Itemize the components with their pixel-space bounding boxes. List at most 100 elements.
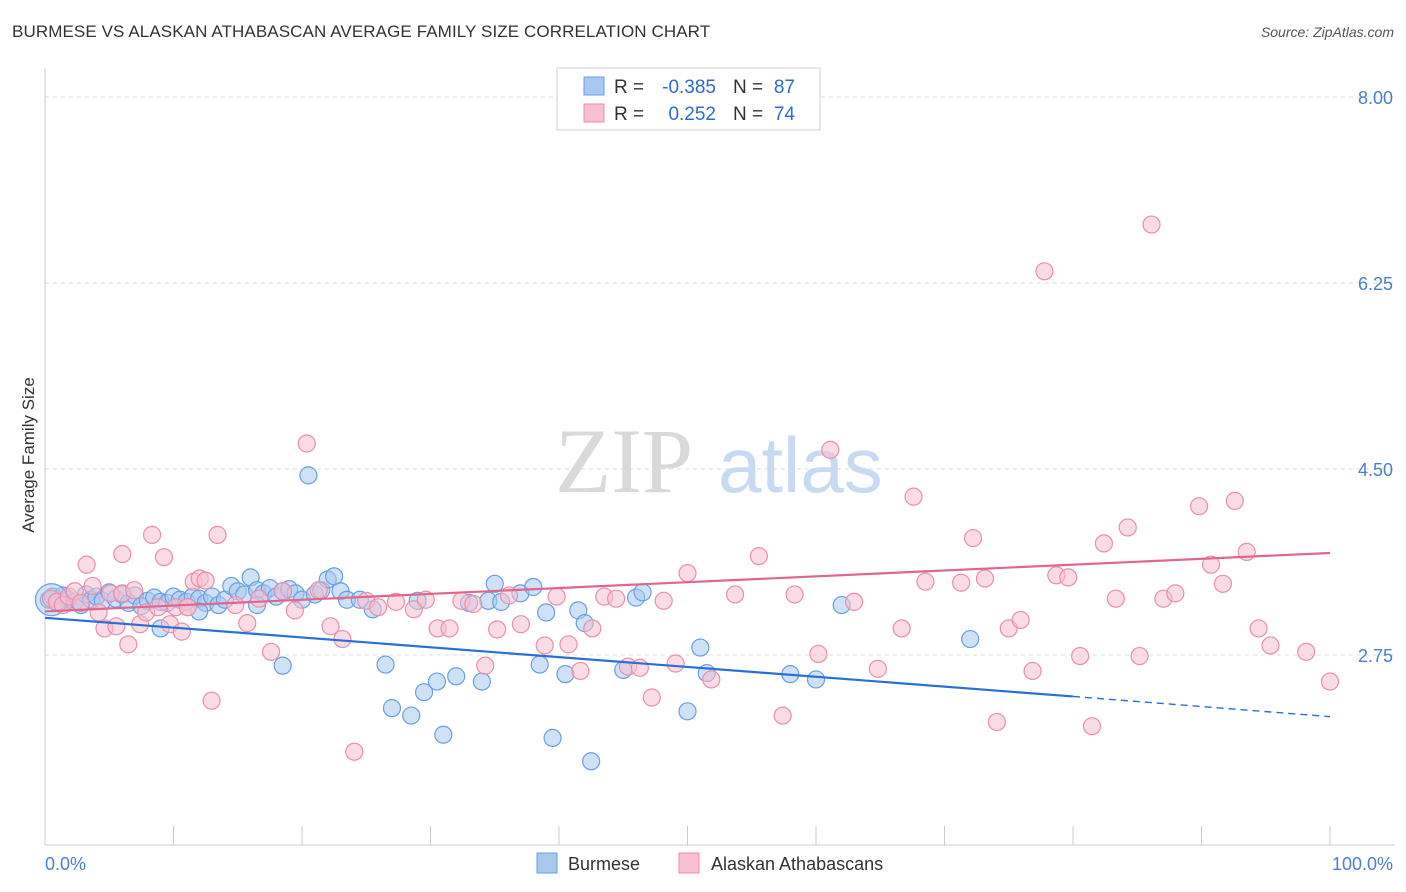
alaskan-point-48 bbox=[464, 594, 483, 614]
alaskan-point-22 bbox=[172, 622, 191, 641]
alaskan-point-39 bbox=[345, 742, 364, 761]
burmese-trend-extension bbox=[1072, 695, 1331, 718]
alaskan-point-80 bbox=[975, 569, 995, 588]
alaskan-point-42 bbox=[386, 592, 406, 611]
burmese-point-59 bbox=[434, 725, 453, 744]
alaskan-point-93 bbox=[1130, 646, 1149, 666]
alaskan-point-59 bbox=[607, 589, 626, 608]
legend-n-label-burmese: N = bbox=[733, 77, 763, 98]
alaskan-point-83 bbox=[1011, 610, 1030, 630]
burmese-point-67 bbox=[524, 577, 543, 597]
burmese-point-58 bbox=[427, 672, 447, 691]
legend-r-value-alaskan: 0.252 bbox=[668, 104, 716, 125]
burmese-point-77 bbox=[633, 583, 652, 602]
alaskan-point-99 bbox=[1213, 574, 1233, 593]
alaskan-point-11 bbox=[107, 617, 126, 636]
alaskan-point-36 bbox=[309, 581, 328, 600]
watermark-zip: ZIP bbox=[555, 410, 693, 512]
alaskan-point-74 bbox=[868, 659, 887, 678]
legend-n-label-alaskan: N = bbox=[733, 104, 763, 125]
top-legend: R = -0.385 N = 87 R = 0.252 N = 74 bbox=[556, 67, 821, 131]
alaskan-point-70 bbox=[785, 585, 804, 604]
alaskan-point-27 bbox=[202, 691, 221, 710]
alaskan-point-92 bbox=[1118, 518, 1137, 537]
burmese-point-55 bbox=[402, 706, 421, 725]
alaskan-point-79 bbox=[963, 528, 983, 548]
burmese-point-68 bbox=[530, 655, 549, 674]
bottom-legend: Burmese Alaskan Athabascans bbox=[536, 852, 883, 874]
x-tick-labels: 0.0% 100.0% bbox=[45, 854, 1393, 874]
alaskan-point-78 bbox=[952, 573, 971, 592]
alaskan-point-29 bbox=[226, 595, 245, 615]
alaskan-point-41 bbox=[369, 598, 388, 617]
chart-title: BURMESE VS ALASKAN ATHABASCAN AVERAGE FA… bbox=[12, 22, 711, 41]
alaskan-point-13 bbox=[119, 635, 138, 654]
y-tick-labels: 2.75 4.50 6.25 8.00 bbox=[1358, 88, 1393, 666]
alaskan-point-107 bbox=[178, 598, 197, 617]
alaskan-point-102 bbox=[1249, 619, 1268, 638]
burmese-point-82 bbox=[806, 670, 826, 689]
burmese-point-74 bbox=[582, 752, 601, 771]
alaskan-point-6 bbox=[77, 555, 96, 574]
axes bbox=[44, 68, 1395, 846]
alaskan-point-72 bbox=[821, 440, 840, 459]
alaskan-point-69 bbox=[773, 706, 792, 725]
burmese-point-84 bbox=[961, 629, 980, 649]
alaskan-point-97 bbox=[1190, 497, 1209, 516]
alaskan-point-73 bbox=[844, 592, 864, 611]
burmese-point-64 bbox=[485, 574, 504, 593]
alaskan-point-44 bbox=[416, 590, 435, 609]
alaskan-point-8 bbox=[89, 603, 108, 622]
alaskan-point-98 bbox=[1201, 555, 1221, 574]
source-label: Source: ZipAtlas.com bbox=[1260, 24, 1394, 40]
legend-swatch-alaskan bbox=[583, 103, 605, 123]
alaskan-point-34 bbox=[285, 601, 304, 620]
alaskan-point-28 bbox=[208, 525, 227, 544]
alaskan-point-53 bbox=[535, 636, 554, 655]
burmese-point-78 bbox=[678, 702, 697, 721]
alaskan-trend-line bbox=[44, 551, 1331, 613]
legend-swatch-burmese bbox=[583, 76, 605, 96]
legend-r-label-burmese: R = bbox=[614, 77, 644, 98]
burmese-trend-line bbox=[44, 616, 1074, 698]
alaskan-point-81 bbox=[987, 712, 1006, 732]
burmese-point-62 bbox=[472, 672, 491, 691]
alaskan-point-77 bbox=[916, 572, 935, 591]
alaskan-point-94 bbox=[1142, 215, 1161, 234]
alaskan-point-43 bbox=[404, 600, 423, 619]
bottom-legend-burmese: Burmese bbox=[568, 854, 640, 874]
alaskan-point-67 bbox=[725, 585, 745, 604]
alaskan-point-89 bbox=[1082, 717, 1102, 736]
bottom-legend-swatch-alaskan bbox=[678, 852, 700, 874]
alaskan-point-106 bbox=[113, 544, 132, 564]
alaskan-point-52 bbox=[511, 615, 531, 634]
burmese-point-57 bbox=[414, 683, 434, 702]
burmese-point-69 bbox=[537, 603, 556, 622]
alaskan-point-66 bbox=[702, 670, 721, 689]
burmese-point-54 bbox=[382, 699, 402, 718]
alaskan-point-76 bbox=[904, 487, 923, 506]
legend-r-label-alaskan: R = bbox=[614, 104, 644, 125]
burmese-point-70 bbox=[543, 728, 562, 748]
alaskan-point-90 bbox=[1094, 534, 1114, 553]
alaskan-point-35 bbox=[297, 434, 316, 453]
alaskan-point-33 bbox=[273, 582, 293, 601]
alaskan-point-68 bbox=[749, 547, 768, 566]
trend-lines bbox=[44, 551, 1331, 718]
alaskan-point-55 bbox=[559, 635, 578, 654]
y-tick-label-1: 4.50 bbox=[1358, 460, 1393, 480]
y-tick-label-0: 2.75 bbox=[1358, 646, 1393, 666]
alaskan-point-65 bbox=[678, 564, 697, 583]
x-tick-label-0: 0.0% bbox=[45, 854, 86, 874]
alaskan-point-62 bbox=[642, 688, 661, 707]
bottom-legend-swatch-burmese bbox=[536, 852, 558, 874]
alaskan-point-96 bbox=[1166, 584, 1185, 603]
alaskan-point-88 bbox=[1071, 646, 1090, 666]
legend-n-value-alaskan: 74 bbox=[774, 104, 796, 125]
burmese-point-53 bbox=[376, 655, 395, 674]
y-tick-label-2: 6.25 bbox=[1358, 274, 1393, 294]
alaskan-point-100 bbox=[1225, 491, 1244, 510]
legend-r-value-burmese: -0.385 bbox=[662, 77, 716, 98]
alaskan-point-85 bbox=[1035, 262, 1054, 281]
